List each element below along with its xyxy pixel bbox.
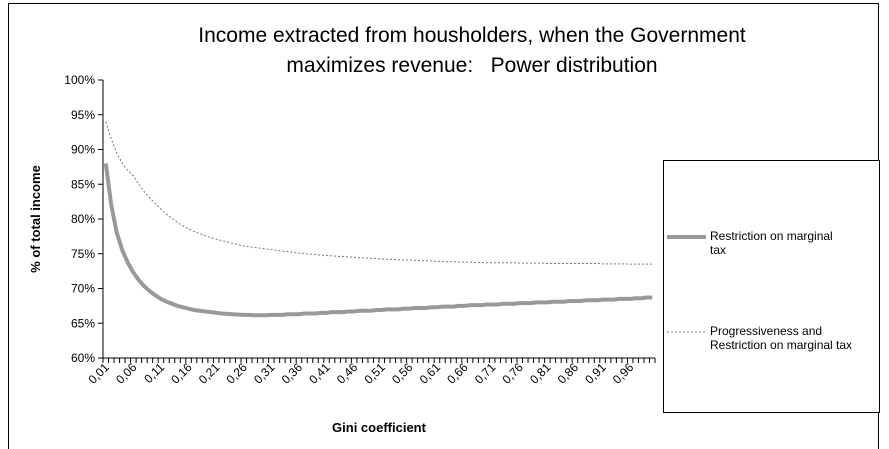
legend-label: Progressiveness and Restriction on margi… [710, 324, 853, 352]
y-tick-label: 80% [71, 212, 95, 226]
series-line [105, 121, 653, 265]
series-line [103, 163, 653, 318]
y-tick-label: 70% [71, 282, 95, 296]
y-tick-label: 65% [71, 316, 95, 330]
chart-title: Income extracted from housholders, when … [198, 24, 746, 47]
y-tick-label: 95% [71, 108, 95, 122]
y-axis-label: % of total income [28, 165, 43, 273]
chart-title: maximizes revenue: Power distribution [286, 54, 657, 77]
y-tick-label: 85% [71, 177, 95, 191]
x-axis-label: Gini coefficient [332, 420, 427, 435]
y-tick-label: 100% [64, 73, 95, 87]
y-tick-label: 75% [71, 247, 95, 261]
legend-box [663, 160, 880, 413]
y-tick-label: 90% [71, 143, 95, 157]
y-tick-label: 60% [71, 351, 95, 365]
legend-label: Restriction on marginal tax [710, 229, 833, 257]
